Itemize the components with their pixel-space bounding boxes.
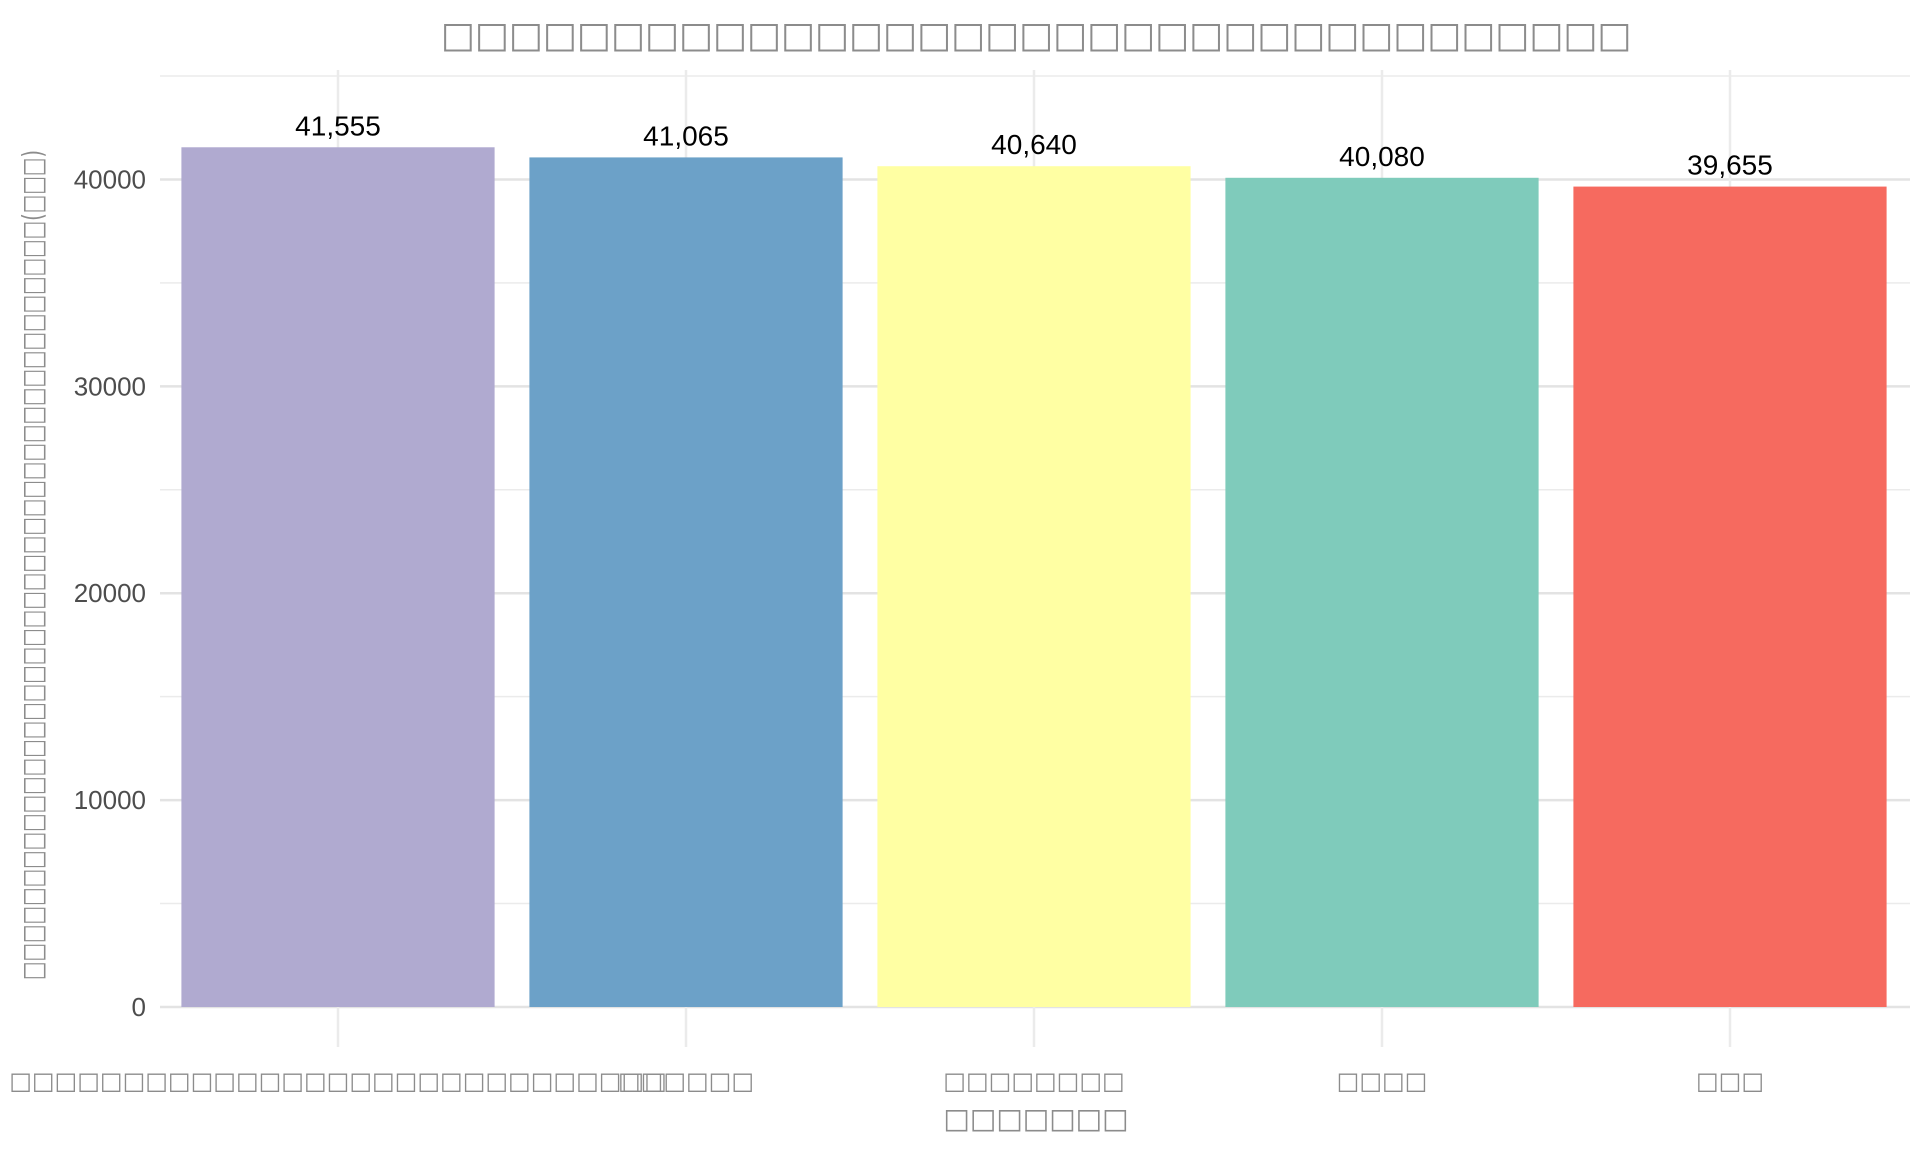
y-tick-label: 10000 <box>74 785 146 815</box>
chart-title: □□□□□□□□□□□□□□□□□□□□□□□□□□□□□□□□□□□ <box>441 15 1631 56</box>
bar <box>529 157 843 1008</box>
y-axis-title: □□□□□□□□□□□□□□□□□□□□□□□□□□□□□□□□□□□□□□□□… <box>16 150 49 980</box>
bar-value-label: 41,065 <box>643 120 729 151</box>
bar-value-label: 39,655 <box>1687 150 1773 181</box>
bar <box>1573 186 1887 1008</box>
y-tick-label: 0 <box>132 992 146 1022</box>
x-axis-title: □□□□□□□ <box>943 1102 1128 1135</box>
y-axis-ticks: 0 10000 20000 30000 40000 <box>74 164 146 1022</box>
x-tick-label: □□□□□□ <box>618 1067 754 1095</box>
bar <box>1225 177 1539 1008</box>
bar <box>181 147 495 1008</box>
value-labels: 41,555 41,065 40,640 40,080 39,655 <box>295 110 1773 180</box>
bars <box>181 147 1887 1008</box>
x-tick-label: □□□□□□□□ <box>943 1067 1124 1095</box>
bar-value-label: 40,640 <box>991 129 1077 160</box>
x-tick-label: □□□□□□□□□□□□□□□□□□□□□□□□□□□□□ <box>9 1067 667 1095</box>
bar <box>877 166 1191 1007</box>
x-tick-label: □□□ <box>1696 1067 1764 1095</box>
y-tick-label: 30000 <box>74 371 146 401</box>
bar-value-label: 40,080 <box>1339 141 1425 172</box>
x-tick-label: □□□□ <box>1337 1067 1428 1095</box>
y-tick-label: 40000 <box>74 164 146 194</box>
bar-value-label: 41,555 <box>295 110 381 141</box>
y-tick-label: 20000 <box>74 578 146 608</box>
x-axis-ticks: □□□□□□□□□□□□□□□□□□□□□□□□□□□□□□□□□□□ □□□□□… <box>9 1067 1764 1095</box>
